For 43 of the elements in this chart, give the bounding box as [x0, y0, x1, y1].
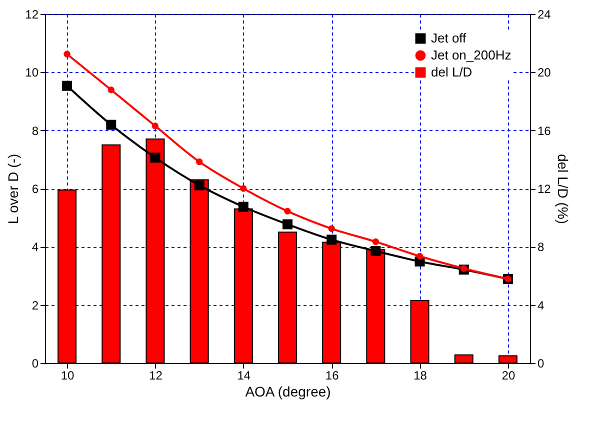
point [108, 86, 114, 94]
x-tick-label: 16 [325, 368, 340, 382]
y2-tick-label: 20 [538, 66, 552, 80]
point [326, 234, 337, 245]
point [240, 185, 247, 192]
point [194, 180, 204, 190]
y2-tick-label: 16 [538, 124, 552, 138]
point [106, 120, 116, 130]
legend-label: Jet on_200Hz [431, 48, 512, 62]
legend-label: Jet off [431, 30, 467, 46]
point [196, 158, 203, 166]
x-tick-label: 18 [414, 368, 428, 382]
y-tick-label: 12 [25, 8, 39, 22]
y-tick-label: 2 [32, 298, 39, 312]
y2-tick-label: 4 [538, 298, 544, 312]
point [152, 122, 159, 130]
x-axis-title: AOA (degree) [245, 384, 331, 400]
x-tick-label: 14 [237, 368, 251, 382]
y2-tick-label: 24 [538, 8, 552, 22]
y-tick-label: 6 [32, 182, 39, 196]
point [416, 252, 424, 260]
point [372, 238, 380, 246]
y2-axis-title: del L/D (%) [554, 154, 571, 224]
legend-label: del L/D [431, 64, 472, 80]
point [62, 80, 72, 91]
point [64, 50, 70, 58]
point [282, 219, 292, 230]
point [238, 202, 248, 212]
point [370, 246, 381, 256]
x-tick-label: 20 [502, 368, 516, 382]
point [328, 225, 335, 232]
x-tick-label: 12 [149, 368, 163, 382]
y-tick-label: 8 [32, 124, 39, 138]
y-tick-label: 10 [25, 66, 39, 80]
x-tick-label: 10 [60, 368, 75, 382]
point [284, 208, 291, 215]
y-tick-label: 0 [32, 356, 39, 370]
y2-tick-label: 8 [538, 240, 544, 254]
point [150, 152, 160, 163]
y2-tick-label: 12 [538, 182, 552, 196]
y-axis-title: L over D (-) [5, 154, 22, 224]
y2-tick-label: 0 [538, 356, 544, 370]
y-tick-label: 4 [32, 240, 39, 254]
